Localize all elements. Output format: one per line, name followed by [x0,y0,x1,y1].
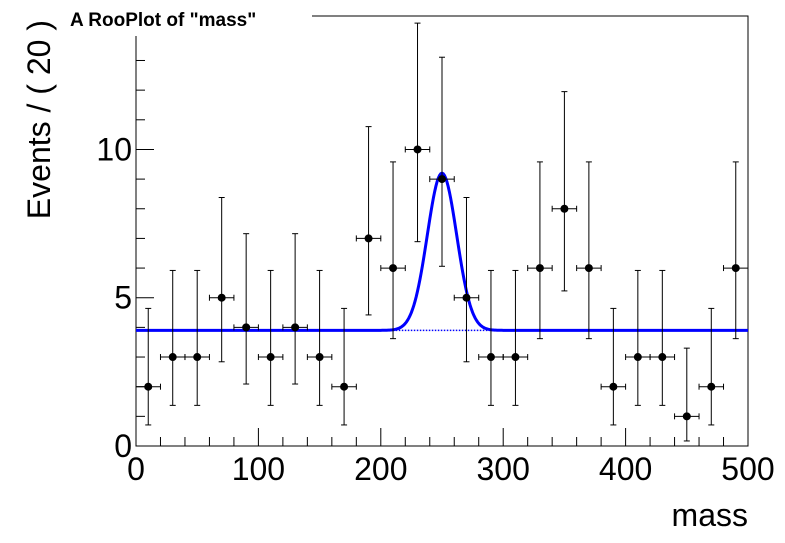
data-marker [707,382,716,391]
data-point [135,307,161,426]
plot-frame [135,15,749,447]
data-point [331,307,357,426]
data-point [600,307,627,426]
y-axis-label: Events / ( 20 ) [21,20,57,219]
data-marker [266,353,275,362]
data-point [159,269,186,406]
data-marker [511,353,520,362]
data-marker [315,353,324,362]
data-marker [462,293,471,302]
data-point [723,161,749,340]
data-point [404,22,431,243]
data-marker [438,175,446,184]
data-point [625,269,651,406]
data-marker [731,264,740,273]
data-point [551,91,578,292]
data-point [453,196,480,363]
data-point [429,56,455,267]
x-tick-label: 0 [127,451,145,487]
data-marker [291,323,300,332]
data-marker [242,323,251,332]
data-marker [413,145,422,154]
y-tick-label: 10 [96,131,132,167]
data-marker [560,204,569,213]
y-tick-label: 5 [114,280,132,316]
x-tick-label: 100 [232,451,285,487]
data-marker [633,353,642,362]
data-marker [144,382,153,391]
data-marker [193,353,202,362]
axis-layer: 0 100 200 300 400 500 0 5 10 [96,30,775,487]
data-marker [658,353,667,362]
data-point [257,269,284,406]
data-point [184,269,210,406]
data-marker [340,382,349,391]
chart-title: A RooPlot of "mass" [70,10,256,31]
data-marker [535,264,544,273]
data-point [674,347,700,442]
x-tick-label: 300 [477,451,530,487]
data-marker [389,264,398,273]
data-point [576,161,602,340]
data-point [282,233,308,385]
data-point [355,126,382,316]
data-point [208,196,235,363]
data-point [698,307,725,426]
data-point [380,161,406,340]
data-marker [217,293,226,302]
data-point [502,269,529,406]
data-point [649,269,676,406]
data-point [527,161,553,340]
data-marker [609,382,618,391]
x-tick-label: 200 [354,451,407,487]
x-axis-label: mass [672,497,748,533]
y-tick-label: 0 [114,428,132,464]
data-layer [135,22,749,442]
data-marker [584,264,593,273]
data-marker [682,412,691,421]
title-box [64,4,312,36]
x-tick-label: 400 [599,451,652,487]
data-marker [168,353,177,362]
data-marker [486,353,495,362]
data-marker [364,234,373,243]
data-point [306,269,333,406]
data-point [233,233,259,385]
x-tick-label: 500 [721,451,774,487]
